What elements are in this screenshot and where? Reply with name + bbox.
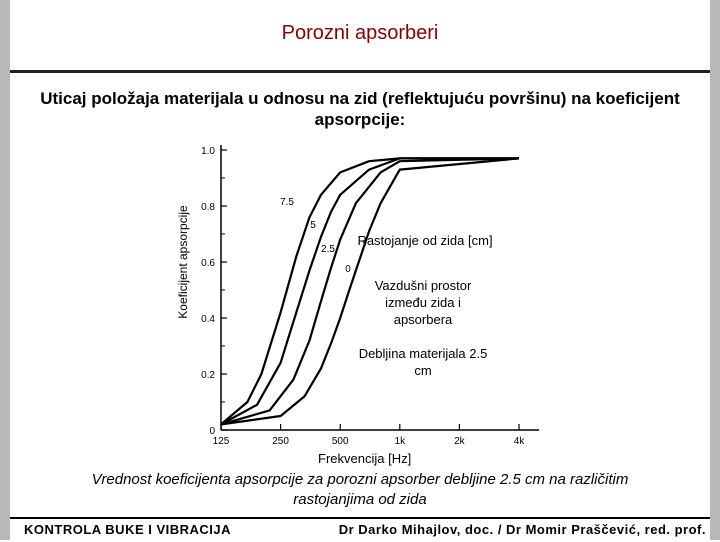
y-axis-label: Koeficijent apsorpcije — [176, 205, 190, 319]
figure-caption: Vrednost koeficijenta apsorpcije za poro… — [91, 471, 629, 508]
footer: KONTROLA BUKE I VIBRACIJA Dr Darko Mihaj… — [10, 517, 710, 542]
x-axis-label: Frekvencija [Hz] — [318, 451, 412, 466]
footer-authors: Dr Darko Mihajlov, doc. / Dr Momir Prašč… — [338, 522, 706, 537]
curve-label-0: 0 — [345, 264, 351, 275]
y-tick-label: 0 — [209, 426, 215, 437]
x-tick-label: 125 — [213, 436, 230, 447]
x-tick-label: 2k — [454, 436, 466, 447]
y-tick-label: 0.6 — [201, 258, 215, 269]
slide-title: Porozni apsorberi — [281, 22, 439, 44]
y-tick-label: 0.4 — [201, 314, 215, 325]
slide-subtitle: Uticaj položaja materijala u odnosu na z… — [40, 89, 680, 129]
curve-0-cm — [220, 157, 520, 426]
curve-2-5-cm — [220, 157, 520, 426]
slide-right-border — [710, 0, 720, 540]
chart-curves — [220, 157, 520, 426]
distance-annotation: Rastojanje od zida [cm] — [357, 233, 493, 248]
x-tick-label: 500 — [332, 436, 349, 447]
air-gap-annotation: Vazdušni prostor između zida i apsorbera — [374, 278, 472, 327]
chart-curve-labels: 7.5 5 2.5 0 — [280, 197, 351, 275]
chart-axes — [220, 145, 539, 431]
y-tick-label: 0.2 — [201, 370, 215, 381]
footer-course-title: KONTROLA BUKE I VIBRACIJA — [24, 522, 232, 537]
curve-label-2-5: 2.5 — [321, 244, 335, 255]
curve-label-5: 5 — [310, 220, 316, 231]
curve-5-cm — [220, 157, 519, 426]
thickness-annotation: Debljina materijala 2.5 cm — [358, 346, 488, 378]
y-tick-label: 1.0 — [201, 146, 215, 157]
x-tick-label: 1k — [395, 436, 407, 447]
y-tick-label: 0.8 — [201, 202, 215, 213]
chart-ticks: 0 0.2 0.4 0.6 0.8 1.0 125 250 500 1k 2k 4k — [201, 146, 525, 447]
x-tick-label: 250 — [272, 436, 289, 447]
title-divider — [10, 70, 710, 73]
curve-label-7-5: 7.5 — [280, 197, 294, 208]
x-tick-label: 4k — [514, 436, 526, 447]
slide-left-border — [0, 0, 10, 540]
curve-7-5-cm — [220, 157, 519, 426]
